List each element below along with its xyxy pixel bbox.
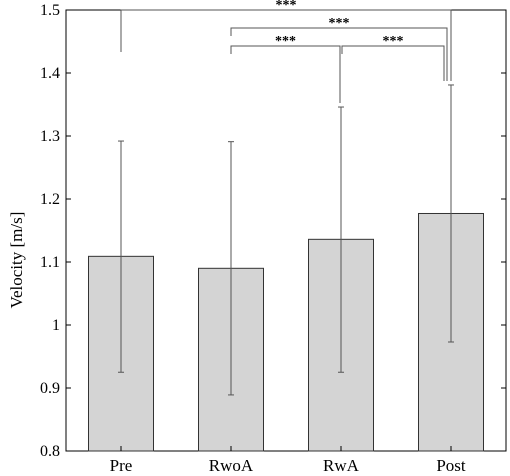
x-tick-label-post: Post — [436, 456, 466, 475]
y-axis-title: Velocity [m/s] — [7, 212, 26, 309]
y-tick-label: 1 — [52, 317, 60, 334]
x-tick-label-rwa: RwA — [323, 456, 360, 475]
significance-bracket-4 — [341, 45, 445, 81]
significance-label-4: *** — [383, 34, 404, 49]
y-tick-label: 0.9 — [40, 380, 60, 397]
y-tick-label: 1.5 — [40, 2, 60, 19]
significance-label-1: *** — [276, 0, 297, 13]
y-axis-ticks: 0.8 0.9 1 1.1 1.2 1.3 1.4 1.5 — [40, 2, 506, 460]
significance-bracket-2 — [230, 27, 448, 81]
significance-brackets: *** *** *** *** — [120, 0, 452, 104]
x-axis-ticks: Pre RwoA RwA Post — [110, 446, 466, 475]
x-tick-label-pre: Pre — [110, 456, 133, 475]
y-tick-label: 0.8 — [40, 443, 60, 460]
significance-label-3: *** — [275, 34, 296, 49]
bars-group — [88, 212, 484, 452]
significance-bracket-1 — [120, 9, 452, 81]
y-tick-label: 1.3 — [40, 128, 60, 145]
y-tick-label: 1.1 — [40, 254, 60, 271]
y-tick-label: 1.2 — [40, 191, 60, 208]
significance-bracket-3 — [230, 45, 341, 104]
x-tick-label-rwoa: RwoA — [209, 456, 254, 475]
y-tick-label: 1.4 — [40, 65, 60, 82]
error-bars-group — [118, 84, 454, 396]
significance-label-2: *** — [329, 16, 350, 31]
